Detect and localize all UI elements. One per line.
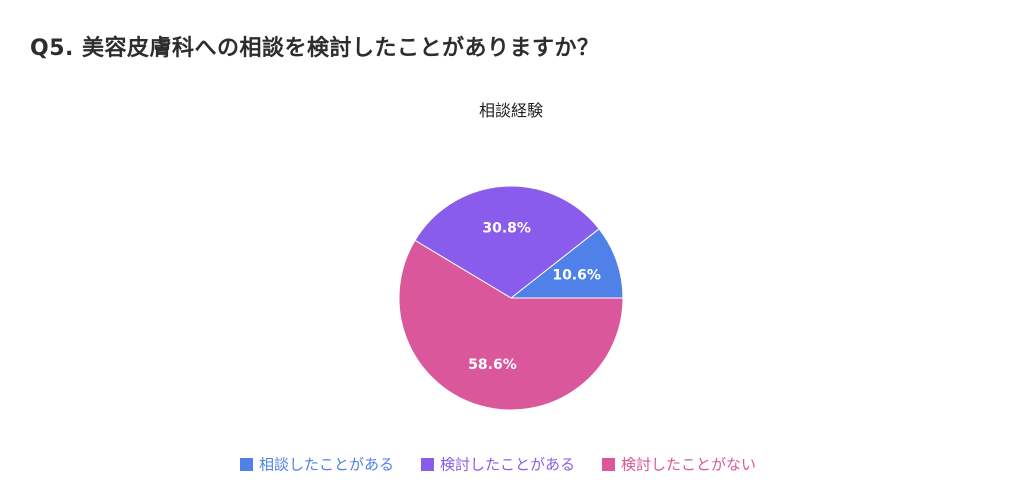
chart-title: 相談経験 (479, 101, 543, 120)
pie-slices (398, 185, 624, 411)
legend-label-1: 相談したことがある (259, 456, 394, 474)
legend-label-3: 検討したことがない (621, 456, 756, 474)
slice-label-1: 10.6% (552, 267, 601, 283)
slice-label-2: 30.8% (482, 221, 531, 237)
pie-slice-3 (398, 239, 624, 411)
legend-item-3: 検討したことがない (602, 456, 756, 474)
legend-swatch-3 (602, 458, 615, 471)
legend-item-1: 相談したことがある (240, 456, 394, 474)
pie-slice-2 (414, 185, 600, 299)
legend-label-2: 検討したことがある (440, 456, 575, 474)
legend-item-2: 検討したことがある (421, 456, 575, 474)
legend-swatch-1 (240, 458, 253, 471)
slice-label-3: 58.6% (468, 357, 517, 373)
chart-legend: 相談したことがある 検討したことがある 検討したことがない (240, 456, 756, 474)
pie-slice-1 (509, 228, 624, 299)
page-title: Q5. 美容皮膚科への相談を検討したことがありますか？ (30, 36, 600, 61)
pie-labels: 10.6% 30.8% 58.6% (468, 221, 601, 373)
legend-swatch-2 (421, 458, 434, 471)
